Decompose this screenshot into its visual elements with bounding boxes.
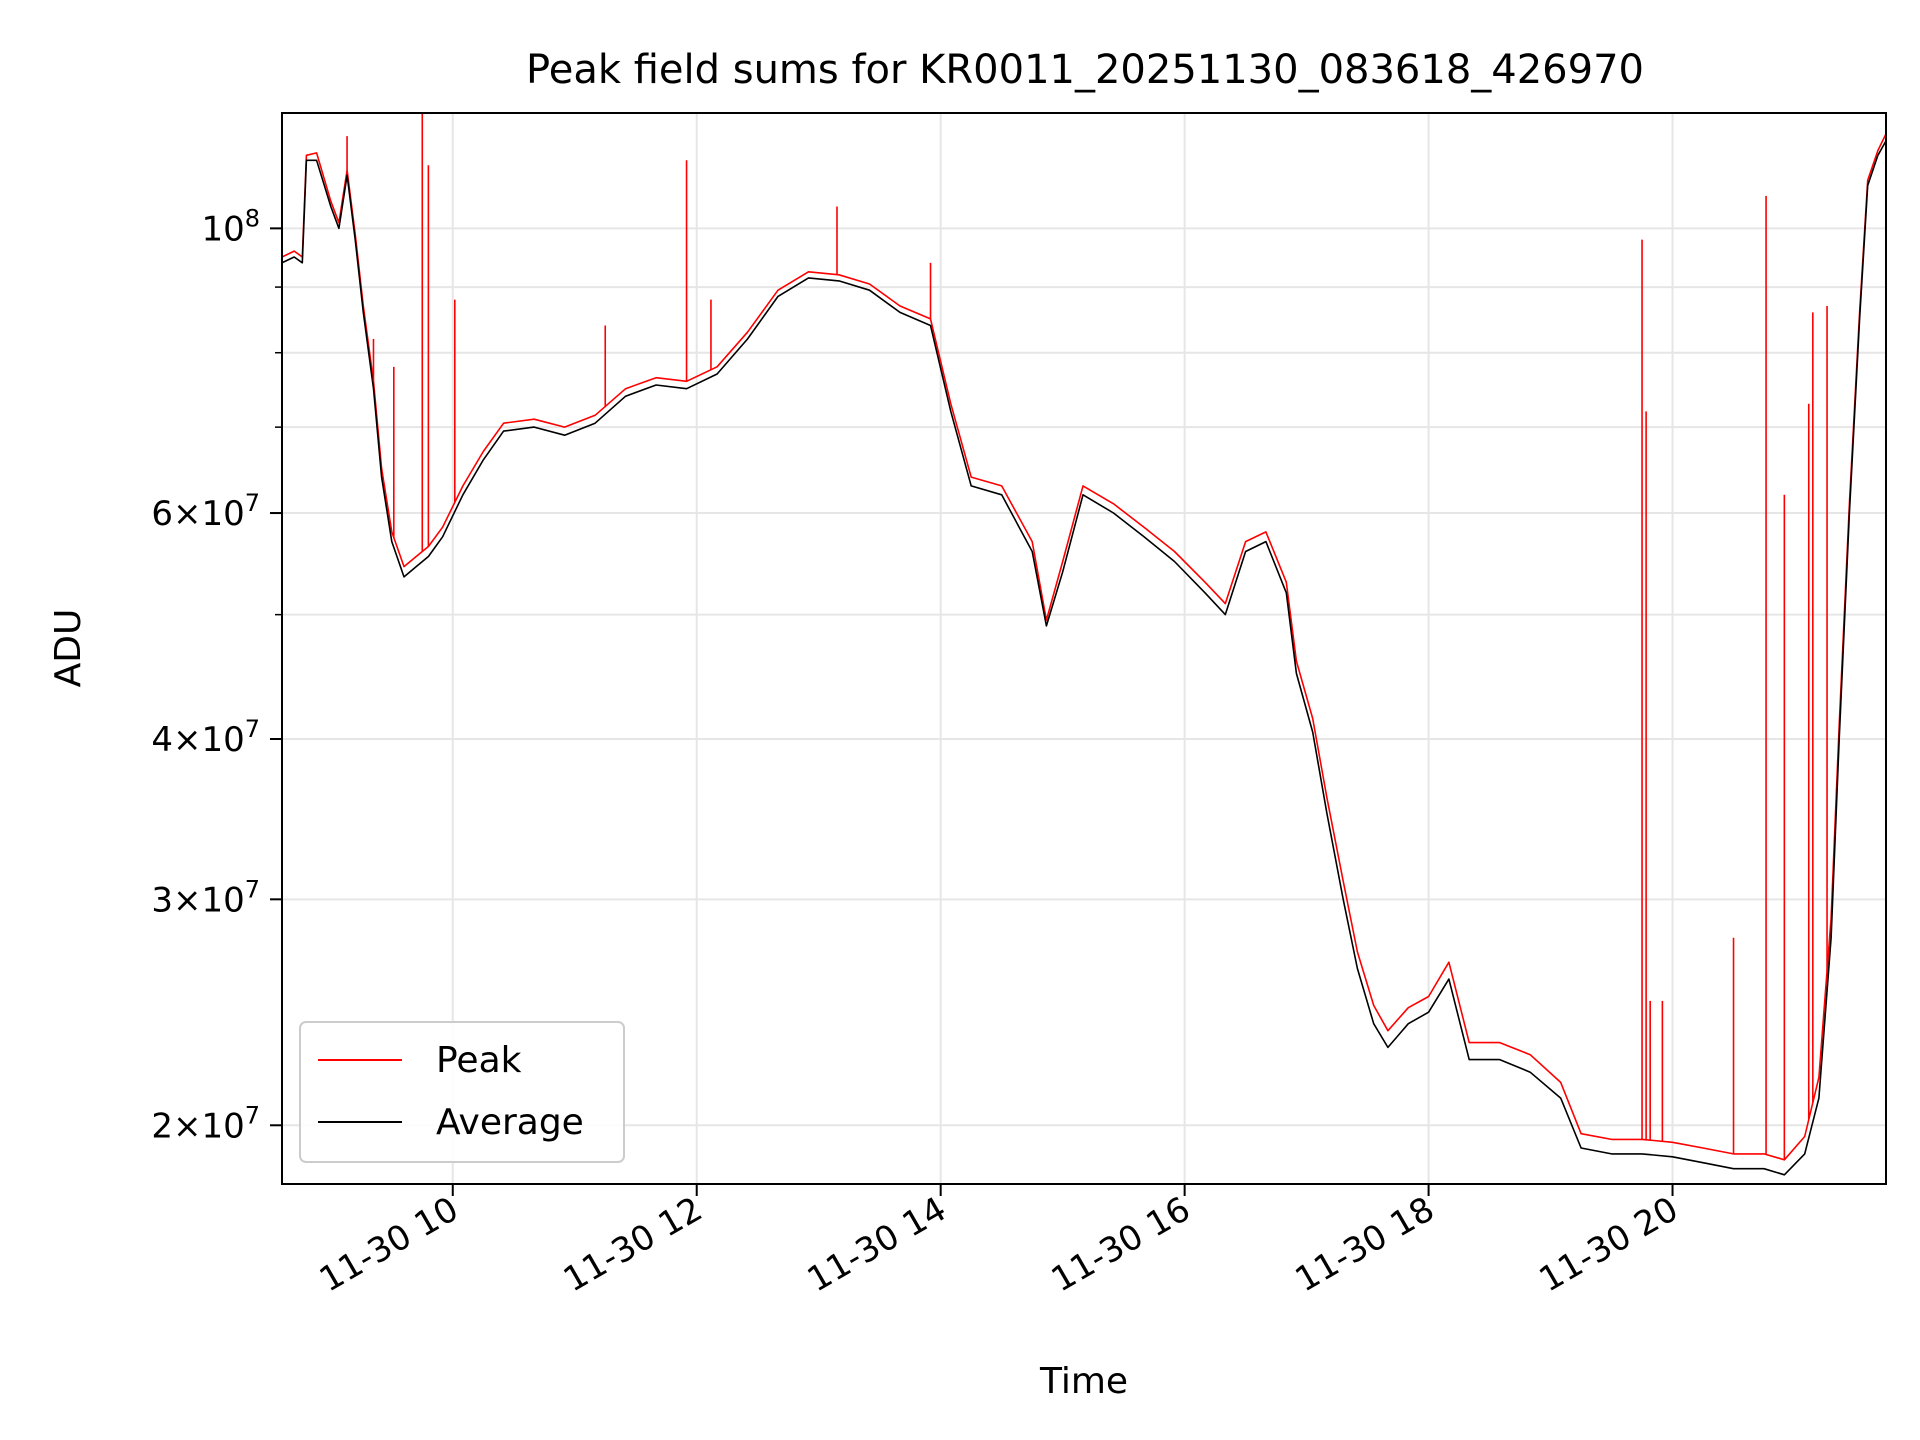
plot-area <box>281 112 1887 1185</box>
y-tick-exponent: 7 <box>245 715 260 743</box>
y-tick-multiplier: ×10 <box>173 494 245 534</box>
y-tick-coefficient: 3 <box>151 880 173 920</box>
legend-label-peak: Peak <box>436 1040 522 1081</box>
y-axis-label: ADU <box>48 609 89 688</box>
y-tick-label: 3×107 <box>151 875 260 920</box>
y-tick-label: 108 <box>201 204 260 249</box>
y-tick-multiplier: ×10 <box>173 1106 245 1146</box>
legend-box <box>299 1021 625 1163</box>
y-tick-multiplier: ×10 <box>173 880 245 920</box>
series-line-peak <box>282 133 1886 1161</box>
y-tick-label: 6×107 <box>151 489 260 534</box>
series-line-average <box>282 140 1886 1176</box>
y-tick-coefficient: 2 <box>151 1106 173 1146</box>
y-tick-exponent: 7 <box>245 1101 260 1129</box>
y-tick-exponent: 7 <box>245 875 260 903</box>
y-tick-exponent: 7 <box>245 489 260 517</box>
y-tick-label: 4×107 <box>151 715 260 760</box>
plot-frame <box>281 112 1887 1185</box>
series-layer <box>282 113 1886 1176</box>
y-tick-coefficient: 6 <box>151 494 173 534</box>
y-tick-exponent: 8 <box>245 204 260 232</box>
y-tick-base: 10 <box>201 209 244 249</box>
y-tick-coefficient: 4 <box>151 720 173 760</box>
grid <box>282 113 1886 1184</box>
y-tick-multiplier: ×10 <box>173 720 245 760</box>
legend: Peak Average <box>299 1021 625 1163</box>
legend-label-average: Average <box>436 1102 584 1143</box>
plot-background <box>282 113 1886 1184</box>
chart-title: Peak field sums for KR0011_20251130_0836… <box>526 47 1644 93</box>
y-tick-label: 2×107 <box>151 1101 260 1146</box>
x-axis-label: Time <box>1039 1361 1128 1402</box>
